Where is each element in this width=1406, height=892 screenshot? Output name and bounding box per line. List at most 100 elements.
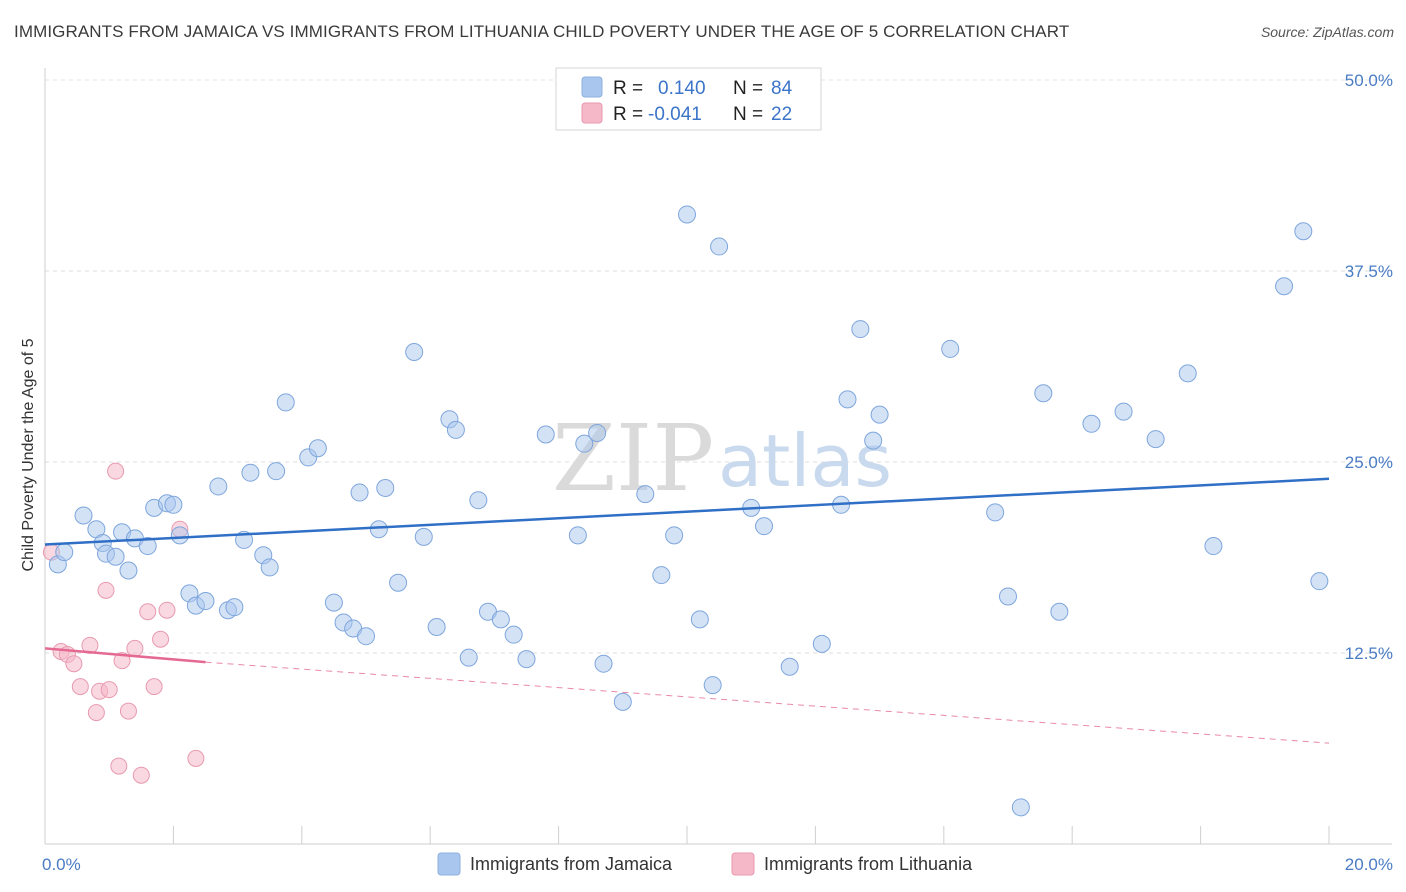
- legend-r-label-lithuania: R =: [613, 104, 643, 125]
- point-jamaica-55: [652, 566, 671, 585]
- point-jamaica-75: [1050, 602, 1069, 621]
- watermark-zip: ZIP: [552, 405, 714, 512]
- legend-bottom-swatch-jamaica: [437, 852, 461, 876]
- legend-r-label-jamaica: R =: [613, 78, 643, 99]
- point-jamaica-51: [588, 423, 607, 442]
- point-jamaica-62: [755, 517, 774, 536]
- point-jamaica-17: [196, 592, 215, 611]
- watermark-atlas: atlas: [718, 419, 892, 503]
- point-jamaica-14: [170, 526, 189, 545]
- legend-n-label-lithuania: N =: [733, 104, 763, 125]
- legend-bottom-label-lithuania: Immigrants from Lithuania: [764, 854, 973, 874]
- axes: [44, 68, 1392, 845]
- point-jamaica-8: [119, 561, 138, 580]
- point-jamaica-22: [241, 463, 260, 482]
- point-jamaica-56: [665, 526, 684, 545]
- point-lithuania-20: [187, 749, 205, 767]
- point-jamaica-20: [225, 598, 244, 617]
- legend-swatch-lithuania: [581, 102, 603, 124]
- point-jamaica-74: [1034, 384, 1053, 403]
- legend-r-value-jamaica: 0.140: [658, 78, 706, 99]
- legend-swatch-jamaica: [581, 76, 603, 98]
- series-jamaica-points: [48, 205, 1329, 817]
- point-jamaica-80: [1204, 537, 1223, 556]
- trend-lines: [44, 477, 1330, 744]
- point-jamaica-6: [106, 547, 125, 566]
- point-lithuania-17: [152, 630, 170, 648]
- point-jamaica-33: [357, 627, 375, 646]
- point-jamaica-73: [1011, 798, 1030, 817]
- point-jamaica-25: [267, 462, 286, 481]
- x-tick-label-0: 0.0%: [42, 855, 81, 874]
- point-jamaica-42: [459, 648, 478, 667]
- point-jamaica-24: [260, 558, 279, 577]
- point-jamaica-37: [405, 342, 424, 361]
- point-lithuania-15: [139, 603, 157, 621]
- x-tick-labels: 0.0% 20.0%: [42, 855, 1393, 874]
- point-jamaica-64: [812, 634, 831, 653]
- point-jamaica-18: [209, 477, 228, 496]
- point-lithuania-10: [110, 757, 128, 775]
- point-lithuania-4: [71, 678, 89, 696]
- legend-bottom-label-jamaica: Immigrants from Jamaica: [470, 854, 673, 874]
- point-jamaica-29: [324, 593, 343, 612]
- point-jamaica-58: [690, 610, 709, 629]
- point-jamaica-34: [369, 520, 388, 539]
- trend-line-jamaica: [44, 477, 1330, 546]
- y-tick-label-1: 25.0%: [1345, 453, 1393, 472]
- point-jamaica-59: [703, 676, 722, 695]
- point-jamaica-72: [941, 339, 960, 358]
- point-jamaica-28: [308, 439, 327, 458]
- point-lithuania-21: [107, 462, 125, 480]
- point-lithuania-8: [97, 581, 115, 599]
- point-lithuania-13: [126, 639, 144, 657]
- point-jamaica-50: [575, 434, 594, 453]
- x-tick-label-1: 20.0%: [1345, 855, 1393, 874]
- legend-bottom: Immigrants from Jamaica Immigrants from …: [437, 852, 973, 876]
- point-jamaica-53: [613, 692, 632, 711]
- point-jamaica-36: [389, 573, 408, 592]
- point-lithuania-3: [65, 655, 83, 673]
- point-jamaica-49: [568, 526, 587, 545]
- point-jamaica-35: [376, 478, 395, 497]
- legend-n-value-jamaica: 84: [771, 78, 793, 99]
- point-jamaica-39: [427, 618, 446, 637]
- y-tick-labels: 12.5% 25.0% 37.5% 50.0%: [1345, 71, 1393, 663]
- legend-r-value-lithuania: -0.041: [648, 104, 702, 125]
- point-jamaica-26: [276, 393, 295, 412]
- chart-title: IMMIGRANTS FROM JAMAICA VS IMMIGRANTS FR…: [14, 22, 1070, 41]
- point-jamaica-10: [138, 537, 157, 556]
- series-lithuania-points: [42, 462, 205, 784]
- point-jamaica-83: [1310, 572, 1329, 591]
- point-lithuania-14: [132, 766, 150, 784]
- trend-line-lithuania-extension: [205, 661, 1330, 744]
- point-jamaica-78: [1146, 430, 1165, 449]
- point-jamaica-57: [678, 205, 696, 224]
- point-lithuania-11: [113, 652, 131, 670]
- point-jamaica-2: [74, 506, 93, 525]
- y-tick-label-2: 37.5%: [1345, 262, 1393, 281]
- point-lithuania-18: [158, 601, 176, 619]
- point-lithuania-9: [100, 681, 118, 699]
- point-jamaica-52: [594, 654, 613, 673]
- point-jamaica-13: [164, 495, 183, 514]
- point-jamaica-82: [1294, 222, 1313, 241]
- point-jamaica-54: [636, 485, 655, 504]
- point-jamaica-67: [851, 320, 870, 339]
- point-jamaica-38: [414, 527, 433, 546]
- point-jamaica-69: [870, 405, 889, 424]
- point-jamaica-81: [1275, 277, 1294, 296]
- point-jamaica-47: [517, 650, 536, 669]
- point-jamaica-1: [55, 543, 74, 562]
- point-jamaica-70: [986, 503, 1005, 522]
- y-axis-label: Child Poverty Under the Age of 5: [20, 338, 37, 571]
- point-jamaica-60: [710, 237, 729, 256]
- point-jamaica-41: [446, 420, 465, 439]
- trend-line-lithuania: [44, 647, 206, 664]
- legend-n-label-jamaica: N =: [733, 78, 763, 99]
- point-lithuania-12: [119, 702, 137, 720]
- point-jamaica-66: [838, 390, 857, 409]
- watermark: ZIP atlas: [552, 405, 892, 512]
- point-jamaica-63: [780, 657, 799, 676]
